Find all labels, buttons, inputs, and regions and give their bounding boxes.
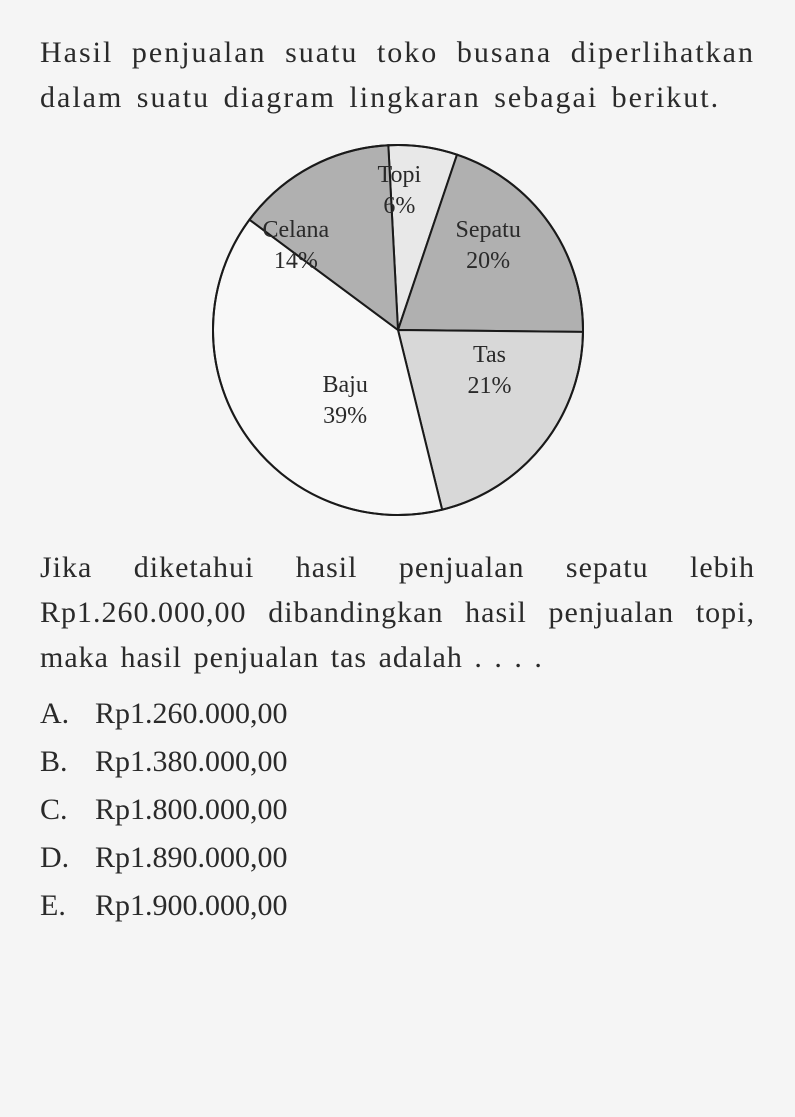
option-row: E. Rp1.900.000,00 [40,882,755,930]
option-row: D. Rp1.890.000,00 [40,834,755,882]
option-letter: E. [40,882,75,930]
option-letter: C. [40,786,75,834]
option-row: B. Rp1.380.000,00 [40,738,755,786]
option-text: Rp1.800.000,00 [95,786,288,834]
question-followup: Jika diketahui hasil penjualan sepatu le… [40,545,755,680]
options-list: A. Rp1.260.000,00 B. Rp1.380.000,00 C. Rp1.80… [40,690,755,930]
question-intro: Hasil penjualan suatu toko busana diperl… [40,30,755,120]
option-row: C. Rp1.800.000,00 [40,786,755,834]
option-text: Rp1.260.000,00 [95,690,288,738]
option-text: Rp1.890.000,00 [95,834,288,882]
option-letter: B. [40,738,75,786]
pie-svg [208,140,588,520]
option-text: Rp1.900.000,00 [95,882,288,930]
pie-chart: Topi6%Sepatu20%Tas21%Baju39%Celana14% [208,140,588,520]
pie-chart-container: Topi6%Sepatu20%Tas21%Baju39%Celana14% [40,140,755,520]
option-text: Rp1.380.000,00 [95,738,288,786]
option-letter: A. [40,690,75,738]
option-letter: D. [40,834,75,882]
option-row: A. Rp1.260.000,00 [40,690,755,738]
